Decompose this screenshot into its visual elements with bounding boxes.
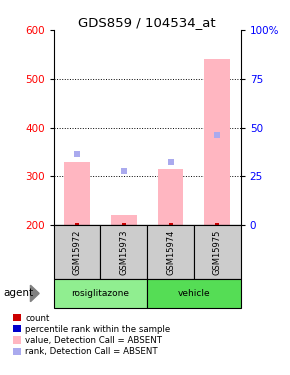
Bar	[158, 169, 183, 225]
Text: vehicle: vehicle	[177, 289, 210, 298]
Bar	[100, 225, 147, 279]
Bar	[147, 225, 194, 279]
Text: GSM15973: GSM15973	[119, 230, 128, 275]
Text: GSM15975: GSM15975	[213, 230, 222, 275]
Text: GSM15974: GSM15974	[166, 230, 175, 275]
Bar	[54, 279, 147, 308]
Text: rosiglitazone: rosiglitazone	[71, 289, 129, 298]
Bar	[54, 225, 100, 279]
Bar	[204, 59, 230, 225]
Bar	[111, 215, 137, 225]
Bar	[147, 279, 241, 308]
Text: agent: agent	[3, 288, 33, 298]
Title: GDS859 / 104534_at: GDS859 / 104534_at	[78, 16, 216, 29]
Legend: count, percentile rank within the sample, value, Detection Call = ABSENT, rank, : count, percentile rank within the sample…	[13, 314, 170, 356]
Bar	[194, 225, 241, 279]
Bar	[64, 162, 90, 225]
Polygon shape	[30, 285, 39, 302]
Text: GSM15972: GSM15972	[72, 230, 81, 275]
